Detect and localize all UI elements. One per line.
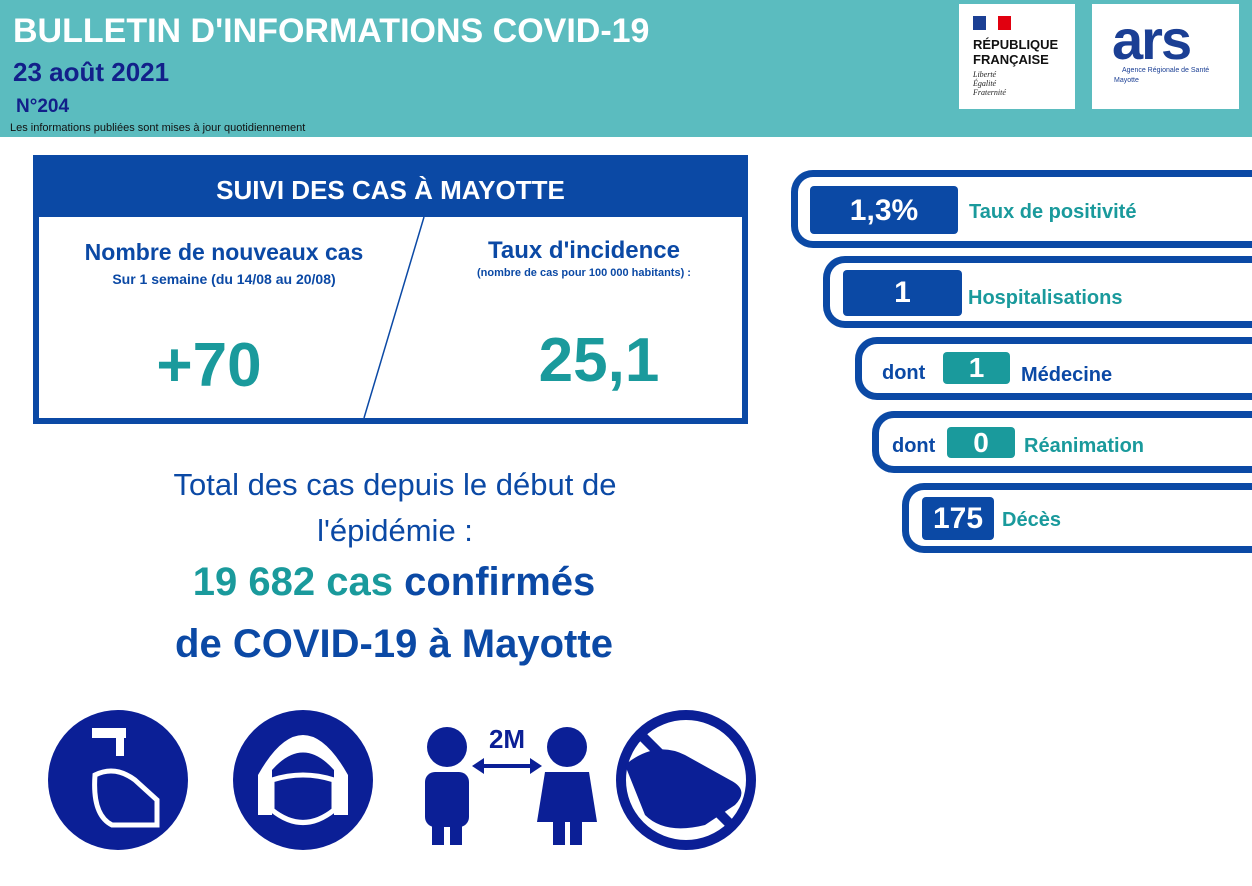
- motto-word: Liberté: [973, 70, 997, 79]
- flag: [973, 16, 1011, 30]
- indicator-prefix: dont: [882, 362, 926, 384]
- indicator-label: Taux de positivité: [969, 201, 1137, 223]
- indicator-label: Médecine: [1021, 364, 1113, 386]
- cases-box: SUIVI DES CAS À MAYOTTE Nombre de nouvea…: [33, 155, 748, 424]
- total-count: 19 682 cas: [192, 560, 393, 604]
- indicator: 1,3% Taux de positivité: [791, 170, 1252, 248]
- issue-number: N°204: [16, 96, 70, 117]
- header: BULLETIN D'INFORMATIONS COVID-19 23 août…: [0, 0, 1252, 137]
- metric-label: Nombre de nouveaux cas: [84, 239, 364, 265]
- update-note: Les informations publiées sont mises à j…: [10, 122, 306, 134]
- ars-name: ars: [1112, 8, 1192, 71]
- handwash-icon: [48, 710, 188, 850]
- indicator: dont 0 Réanimation: [872, 411, 1252, 473]
- title: BULLETIN D'INFORMATIONS COVID-19: [13, 12, 650, 50]
- metric-value: 25,1: [538, 326, 660, 395]
- metric-sub: Sur 1 semaine (du 14/08 au 20/08): [112, 271, 336, 287]
- indicator-value: 0: [947, 427, 1015, 458]
- indicator-label: Hospitalisations: [968, 287, 1123, 309]
- date: 23 août 2021: [13, 57, 170, 87]
- distance-label: 2M: [489, 724, 525, 754]
- rf-logo: RÉPUBLIQUE FRANÇAISE Liberté Égalité Fra…: [959, 4, 1075, 109]
- indicator-label: Réanimation: [1024, 435, 1145, 457]
- total-line: 19 682 cas confirmés: [60, 560, 728, 605]
- rf-line: RÉPUBLIQUE: [973, 37, 1059, 52]
- divider: [363, 217, 425, 418]
- metric-label: Taux d'incidence: [488, 237, 680, 264]
- indicator: 175 Décès: [902, 483, 1252, 553]
- metric-value: +70: [156, 331, 262, 400]
- ars-logo: ars Agence Régionale de Santé Mayotte: [1092, 4, 1239, 109]
- indicator-value: 1,3%: [810, 186, 958, 234]
- metric-sub: (nombre de cas pour 100 000 habitants) :: [477, 267, 691, 279]
- ars-agency: Agence Régionale de Santé: [1122, 67, 1210, 74]
- distance-icon: 2M: [425, 724, 597, 845]
- motto: Liberté Égalité Fraternité: [973, 70, 1006, 97]
- icons: 2M: [48, 710, 756, 850]
- motto-word: Égalité: [973, 79, 997, 88]
- indicator: dont 1 Médecine: [855, 337, 1252, 400]
- motto-word: Fraternité: [973, 88, 1006, 97]
- total-intro: Total des cas depuis le début de l'épidé…: [173, 467, 617, 548]
- rf-line: FRANÇAISE: [973, 52, 1049, 67]
- indicator-label: Décès: [1002, 509, 1061, 531]
- box-title: SUIVI DES CAS À MAYOTTE: [33, 155, 748, 217]
- total-place: de COVID-19 à Mayotte: [175, 622, 613, 666]
- indicator-value: 1: [843, 270, 962, 316]
- no-handshake-icon: [616, 710, 756, 850]
- indicator-prefix: dont: [892, 435, 936, 457]
- indicator-value: 1: [943, 352, 1010, 384]
- mask-icon: [233, 710, 373, 850]
- indicator-value: 175: [922, 497, 994, 540]
- ars-region: Mayotte: [1114, 77, 1139, 84]
- indicator: 1 Hospitalisations: [823, 256, 1252, 328]
- total-confirmed: confirmés: [404, 560, 596, 604]
